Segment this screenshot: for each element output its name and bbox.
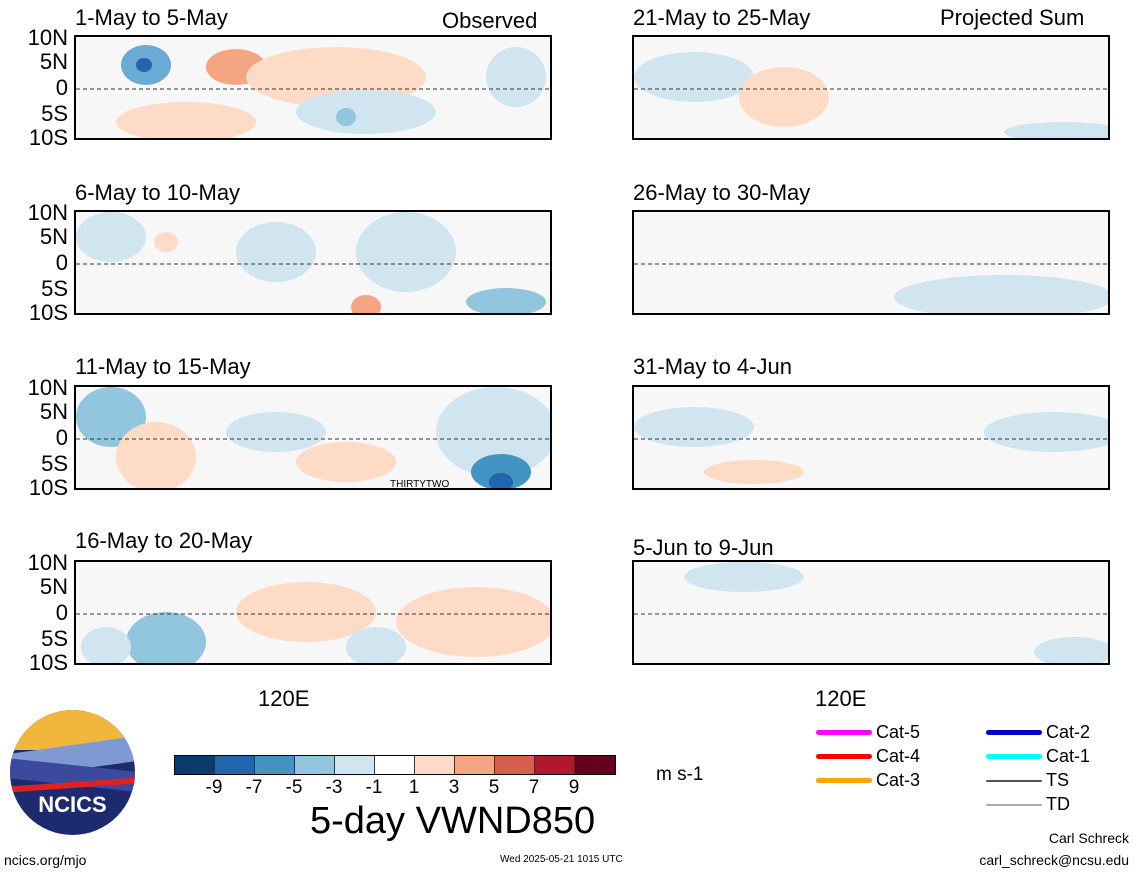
x-tick-left: 120E xyxy=(258,686,310,711)
map-panel-3: THIRTYTWO xyxy=(74,385,552,490)
legend-item: Cat-2 xyxy=(986,722,1090,743)
legend-label: Cat-3 xyxy=(876,770,921,790)
panel-title-5: 21-May to 25-May xyxy=(633,5,811,30)
legend-swatch xyxy=(986,730,1042,735)
colorbar-swatch xyxy=(295,756,335,774)
colorbar-swatch xyxy=(375,756,415,774)
map-panel-2 xyxy=(74,210,552,315)
colorbar-tick: -9 xyxy=(205,777,223,798)
colorbar xyxy=(174,755,616,775)
y-tick-label: 10N xyxy=(27,550,68,575)
legend-item: Cat-4 xyxy=(816,746,920,767)
y-tick-label: 10S xyxy=(28,125,68,150)
y-tick-label: 10N xyxy=(27,25,68,50)
legend-swatch xyxy=(816,754,872,759)
colorbar-tick: -1 xyxy=(365,777,383,798)
legend-item: Cat-3 xyxy=(816,770,920,791)
map-panel-8 xyxy=(632,560,1110,665)
colorbar-swatch xyxy=(215,756,255,774)
legend-swatch xyxy=(816,730,872,735)
y-tick-label: 10S xyxy=(28,650,68,675)
y-tick-label: 5N xyxy=(39,49,68,74)
colorbar-swatch xyxy=(335,756,375,774)
map-panel-4 xyxy=(74,560,552,665)
colorbar-swatch xyxy=(175,756,215,774)
colorbar-tick: 1 xyxy=(408,777,420,798)
y-tick-label: 5S xyxy=(41,451,68,476)
legend-label: Cat-4 xyxy=(876,746,921,766)
panel-title-2: 6-May to 10-May xyxy=(75,180,241,205)
panel-title-3: 11-May to 15-May xyxy=(75,354,251,379)
storm-label: THIRTYTWO xyxy=(390,479,450,490)
panel-title-6: 26-May to 30-May xyxy=(633,180,811,205)
legend-item: Cat-1 xyxy=(986,746,1090,767)
colorbar-swatch xyxy=(455,756,495,774)
legend-swatch xyxy=(986,803,1042,806)
map-panel-1 xyxy=(74,35,552,140)
colorbar-tick: 9 xyxy=(568,777,580,798)
panel-title-4: 16-May to 20-May xyxy=(75,528,253,553)
y-tick-label: 5S xyxy=(41,101,68,126)
y-tick-label: 0 xyxy=(55,425,68,450)
legend-label: Cat-5 xyxy=(876,722,921,742)
y-tick-label: 10S xyxy=(28,475,68,500)
legend-item: TD xyxy=(986,794,1070,815)
map-panel-7 xyxy=(632,385,1110,490)
colorbar-tick: 7 xyxy=(528,777,540,798)
main-title: 5-day VWND850 xyxy=(310,800,596,842)
panel-corner-observed: Observed xyxy=(442,8,538,33)
footer-timestamp: Wed 2025-05-21 1015 UTC xyxy=(500,854,623,865)
colorbar-swatch xyxy=(255,756,295,774)
y-tick-label: 10N xyxy=(27,200,68,225)
legend-label: TD xyxy=(1046,794,1070,814)
y-tick-label: 0 xyxy=(55,75,68,100)
x-tick-right: 120E xyxy=(815,686,867,711)
y-tick-label: 5N xyxy=(39,399,68,424)
panel-corner-projected: Projected Sum xyxy=(940,5,1085,30)
legend-swatch xyxy=(816,778,872,783)
legend-label: TS xyxy=(1046,770,1070,790)
colorbar-swatch xyxy=(495,756,535,774)
colorbar-swatch xyxy=(415,756,455,774)
colorbar-tick: -5 xyxy=(285,777,303,798)
y-tick-label: 0 xyxy=(55,600,68,625)
footer-url: ncics.org/mjo xyxy=(4,852,87,868)
y-tick-label: 10N xyxy=(27,375,68,400)
colorbar-swatch xyxy=(575,756,615,774)
legend-label: Cat-1 xyxy=(1046,746,1091,766)
y-tick-label: 5N xyxy=(39,224,68,249)
y-tick-label: 10S xyxy=(28,300,68,325)
map-panel-6 xyxy=(632,210,1110,315)
y-tick-label: 5N xyxy=(39,574,68,599)
footer-email: carl_schreck@ncsu.edu xyxy=(979,852,1129,868)
colorbar-tick: -7 xyxy=(245,777,263,798)
legend-item: TS xyxy=(986,770,1069,791)
colorbar-swatch xyxy=(535,756,575,774)
colorbar-tick: 3 xyxy=(448,777,460,798)
legend-label: Cat-2 xyxy=(1046,722,1091,742)
ncics-logo: NCICS xyxy=(10,710,135,835)
legend-swatch xyxy=(986,779,1042,782)
y-tick-label: 5S xyxy=(41,276,68,301)
legend-swatch xyxy=(986,754,1042,759)
map-panel-5 xyxy=(632,35,1110,140)
units-label: m s-1 xyxy=(656,764,704,785)
panel-title-7: 31-May to 4-Jun xyxy=(633,354,792,379)
panel-title-8: 5-Jun to 9-Jun xyxy=(633,535,774,560)
y-tick-label: 5S xyxy=(41,626,68,651)
y-tick-label: 0 xyxy=(55,250,68,275)
footer-author: Carl Schreck xyxy=(1048,830,1129,846)
colorbar-tick: -3 xyxy=(325,777,343,798)
logo-text: NCICS xyxy=(38,792,107,817)
colorbar-tick: 5 xyxy=(488,777,500,798)
legend-item: Cat-5 xyxy=(816,722,920,743)
panel-title-1: 1-May to 5-May xyxy=(75,5,228,30)
